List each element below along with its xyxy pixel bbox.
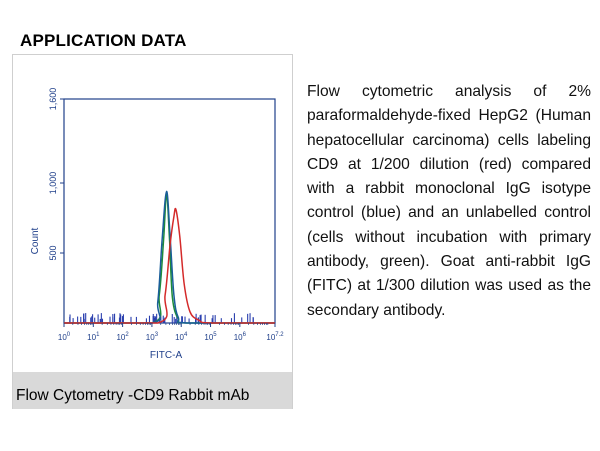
series-line-blue [64,190,275,324]
x-tick-label: 106 [234,332,247,342]
x-tick-label: 103 [146,332,159,342]
y-tick-label: 1,000 [48,172,58,195]
figure-panel: 500 1,000 1,600 100 101 102 103 104 105 106 107.2… [12,54,293,409]
x-tick-label: 101 [87,332,100,342]
flow-cytometry-chart: 500 1,000 1,600 100 101 102 103 104 105 106 107.2… [30,88,284,361]
x-axis-label: FITC-A [150,350,183,361]
y-tick-label: 500 [48,245,58,260]
x-axis-ticks: 100 101 102 103 104 105 106 107.2 [58,323,284,342]
x-tick-label: 104 [175,332,188,342]
series-line-red [64,207,275,324]
caption-bar [13,372,292,409]
x-tick-label: 105 [204,332,217,342]
y-tick-label: 1,600 [48,88,58,111]
section-title: APPLICATION DATA [20,31,187,50]
figure-description: Flow cytometric analysis of 2% paraforma… [307,83,591,319]
event-tick-marks [69,313,254,323]
x-tick-label: 100 [58,332,71,342]
histogram-series [64,190,275,324]
x-tick-label: 102 [116,332,129,342]
y-axis-ticks: 500 1,000 1,600 [48,88,64,261]
x-tick-label: 107.2 [266,332,284,342]
figure-caption: Flow Cytometry -CD9 Rabbit mAb [16,387,250,404]
y-axis-label: Count [30,227,41,254]
plot-frame [63,98,276,324]
